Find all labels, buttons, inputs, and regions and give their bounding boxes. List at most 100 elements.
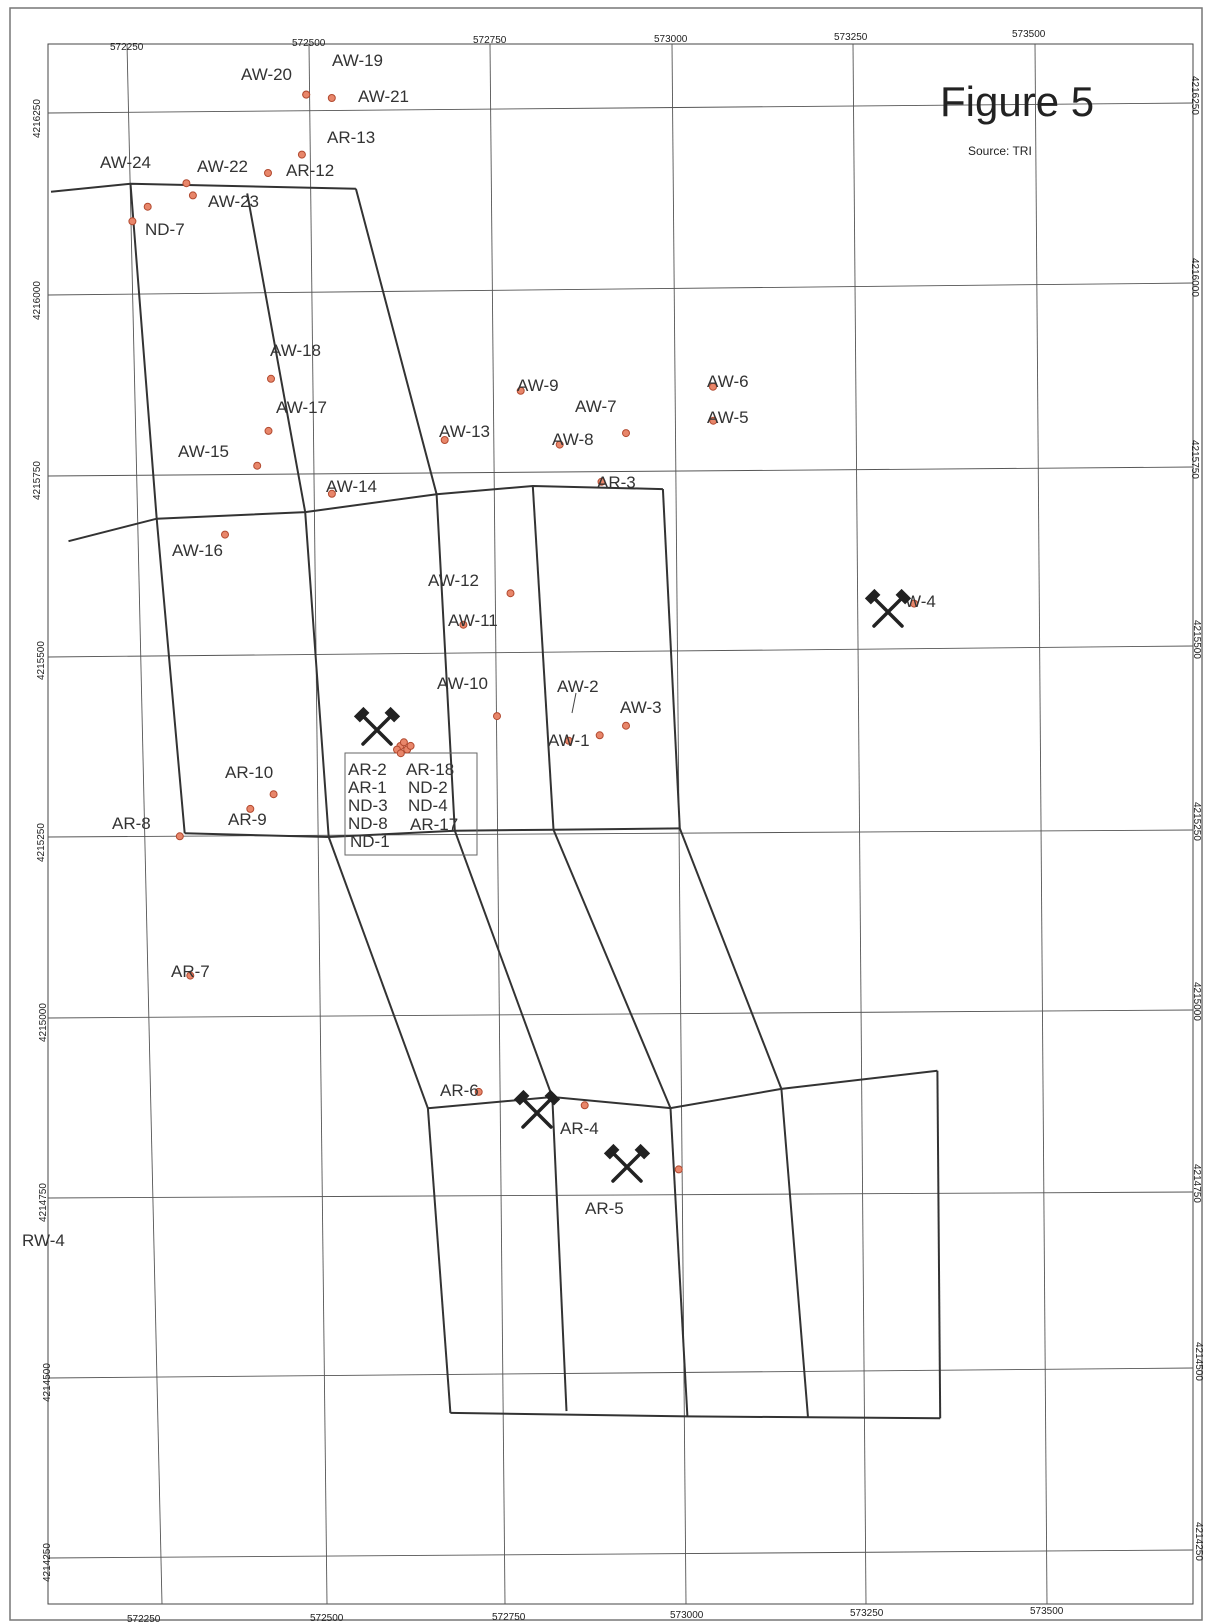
boundary-line: [327, 836, 429, 1109]
sample-point-ar-13: [297, 150, 306, 159]
sample-point-aw-7: [622, 429, 630, 438]
sample-point-aw-13: [440, 436, 449, 444]
cluster-label: AR-2: [348, 760, 387, 779]
sample-point-ar-5: [674, 1165, 683, 1174]
cluster-label: ND-4: [408, 796, 448, 815]
sample-point-aw-22: [182, 179, 191, 188]
sample-point-aw-2: [595, 731, 604, 740]
y-label-left: 4215500: [36, 641, 47, 680]
y-label-left: 4215000: [38, 1003, 49, 1042]
cluster-label: AR-17: [410, 815, 458, 834]
cluster-label: ND-2: [408, 778, 448, 797]
sample-point-aw-15: [253, 461, 262, 470]
x-label-bottom: 573250: [850, 1608, 884, 1619]
sample-point-aw-6: [709, 382, 717, 391]
x-label-top: 573000: [654, 34, 688, 45]
x-label-top: 572750: [473, 35, 507, 46]
point-label: AR-7: [171, 962, 210, 981]
point-label: AW-11: [448, 611, 498, 630]
mine-cluster-icon: [353, 706, 401, 746]
point-label: ND-7: [145, 220, 185, 239]
sample-point-ar-3: [597, 477, 606, 486]
sample-point-aw-3: [622, 721, 630, 730]
point-label: AW-14: [326, 477, 377, 496]
y-label-left: 4216000: [32, 281, 43, 320]
mine-symbols: [353, 588, 912, 1183]
point-label: AW-20: [241, 65, 292, 84]
sample-point-aw-12: [506, 589, 515, 598]
point-label: AW-19: [332, 51, 383, 70]
y-label-right: 4214750: [1191, 1164, 1202, 1203]
mine-ar4-icon: [513, 1089, 561, 1129]
point-label: AW-10: [437, 674, 488, 693]
mine-aw4-icon: [864, 588, 912, 628]
y-label-left: 4214250: [42, 1543, 53, 1582]
point-label: AR-13: [327, 128, 375, 147]
point-label: AW-12: [428, 571, 479, 590]
aw2-leader-line: [571, 692, 577, 714]
sheet-border: [9, 7, 1203, 1621]
point-label: RW-4: [22, 1231, 65, 1250]
grid-labels: 572250 572500 572750 573000 573250 57350…: [32, 29, 1204, 1624]
sample-point-aw-14: [327, 489, 336, 498]
cluster-label: ND-3: [348, 796, 388, 815]
point-label: AR-12: [286, 161, 334, 180]
sample-point-aw-9: [516, 386, 525, 395]
sample-point-aw-19: [302, 90, 311, 99]
sample-point-ar-12: [264, 169, 272, 177]
boundary-line: [426, 1108, 452, 1413]
y-label-left: 4214500: [42, 1363, 53, 1402]
point-label: AW-5: [707, 408, 749, 427]
sample-point-aw-5: [709, 416, 718, 425]
point-label: AW-16: [172, 541, 223, 560]
figure-title: Figure 5: [940, 78, 1094, 125]
cluster-label: AR-18: [406, 760, 454, 779]
y-label-right: 4216250: [1189, 76, 1200, 115]
boundary-line: [678, 828, 783, 1090]
x-label-top: 572500: [292, 38, 326, 49]
sample-point-ar-7: [186, 971, 195, 980]
y-label-left: 4214750: [38, 1183, 49, 1222]
boundary-line: [551, 1096, 568, 1412]
sample-point-aw-17: [264, 426, 273, 435]
point-label: AR-8: [112, 814, 151, 833]
sample-point-aw-10: [493, 712, 501, 721]
point-label: AW-23: [208, 192, 259, 211]
y-label-right: 4215000: [1191, 982, 1202, 1021]
sample-point-ar-8: [175, 832, 184, 841]
boundary-lines: [50, 182, 942, 1420]
sample-point-aw-11: [459, 620, 468, 629]
y-label-right: 4216000: [1189, 258, 1200, 297]
sample-point-ar-18: [399, 738, 408, 747]
boundary-line: [531, 485, 555, 830]
sample-point-aw-1: [564, 736, 573, 745]
map-frame: [47, 43, 1194, 1605]
point-label: AR-9: [228, 810, 267, 829]
point-labels: AW-20 AW-19 AW-21 AR-13 AW-24 AW-22 AR-1…: [22, 51, 936, 1250]
x-label-bottom: 572750: [492, 1612, 526, 1623]
x-label-bottom: 573000: [670, 1610, 704, 1621]
y-label-right: 4215250: [1191, 802, 1202, 841]
x-label-bottom: 572500: [310, 1613, 344, 1624]
point-label: AW-6: [707, 372, 749, 391]
x-label-top: 573500: [1012, 29, 1046, 40]
boundary-line: [669, 1108, 689, 1417]
boundary-line: [68, 484, 663, 543]
y-label-right: 4214250: [1193, 1522, 1204, 1561]
sample-point-aw-4: [910, 599, 919, 608]
sample-point-aw-16: [221, 530, 229, 539]
y-label-right: 4214500: [1193, 1342, 1204, 1381]
sample-point-aw-18: [267, 374, 275, 383]
cluster-label: ND-1: [350, 832, 390, 851]
sample-point-ar-4: [580, 1101, 589, 1110]
point-label: AR-5: [585, 1199, 624, 1218]
boundary-line: [780, 1088, 809, 1418]
sample-points: [128, 90, 919, 1174]
boundary-line: [661, 489, 681, 829]
cluster-label: ND-8: [348, 814, 388, 833]
cluster-label-box: [344, 752, 478, 856]
cluster-labels: AR-2 AR-18 AR-1 ND-2 ND-3 ND-4 ND-8 AR-1…: [348, 760, 458, 851]
boundary-line: [936, 1070, 942, 1419]
point-label: AW-13: [439, 422, 490, 441]
y-label-right: 4215750: [1189, 440, 1200, 479]
